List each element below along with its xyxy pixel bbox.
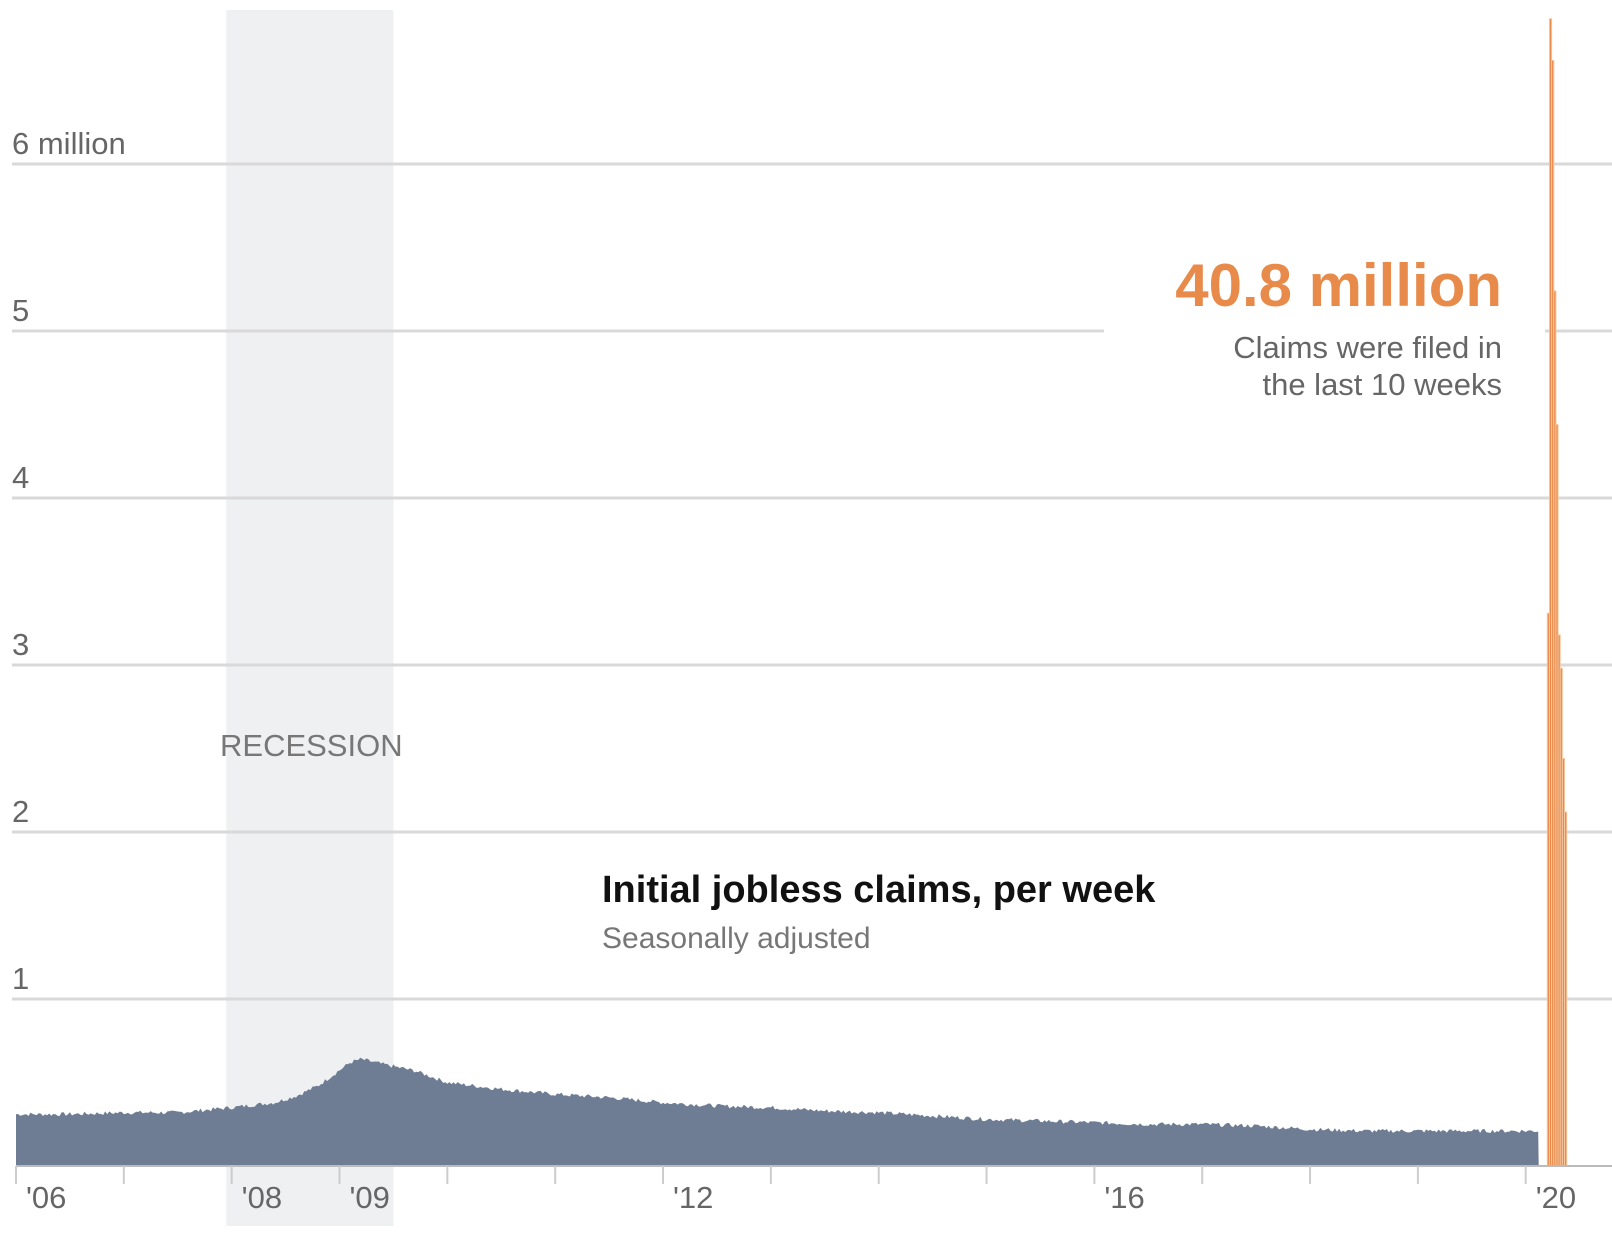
x-tick-label: '06 [26,1180,66,1215]
y-axis-tick-labels: 1 2 3 4 5 6 million [12,126,126,996]
covid-week-bar-9 [1564,811,1568,1167]
y-tick-label: 4 [12,460,29,495]
x-tick-label: '09 [350,1180,390,1215]
x-tick-label: '12 [673,1180,713,1215]
claims-area [16,1057,1539,1166]
annotation-note-line-1: Claims were filed in [1233,330,1502,365]
claims-area-layer [16,1057,1539,1166]
recession-band [226,10,394,1226]
x-tick-label: '16 [1104,1180,1144,1215]
total-claims-value: 40.8 million [1175,252,1502,319]
y-tick-label: 5 [12,293,29,328]
y-tick-label: 6 million [12,126,126,161]
y-tick-label: 1 [12,961,29,996]
chart-title: Initial jobless claims, per week [602,869,1156,911]
y-tick-label: 3 [12,627,29,662]
covid-weekly-bars [1546,18,1568,1167]
recession-label: RECESSION [220,728,403,763]
x-tick-label: '08 [242,1180,282,1215]
chart-subtitle: Seasonally adjusted [602,922,871,955]
x-axis [15,1165,1612,1184]
recession-band-layer [226,10,394,1226]
x-axis-tick-labels: '06 '08 '09 '12 '16 '20 [26,1180,1576,1215]
y-tick-label: 2 [12,794,29,829]
annotation-note-line-2: the last 10 weeks [1262,367,1502,402]
x-tick-label: '20 [1536,1180,1576,1215]
